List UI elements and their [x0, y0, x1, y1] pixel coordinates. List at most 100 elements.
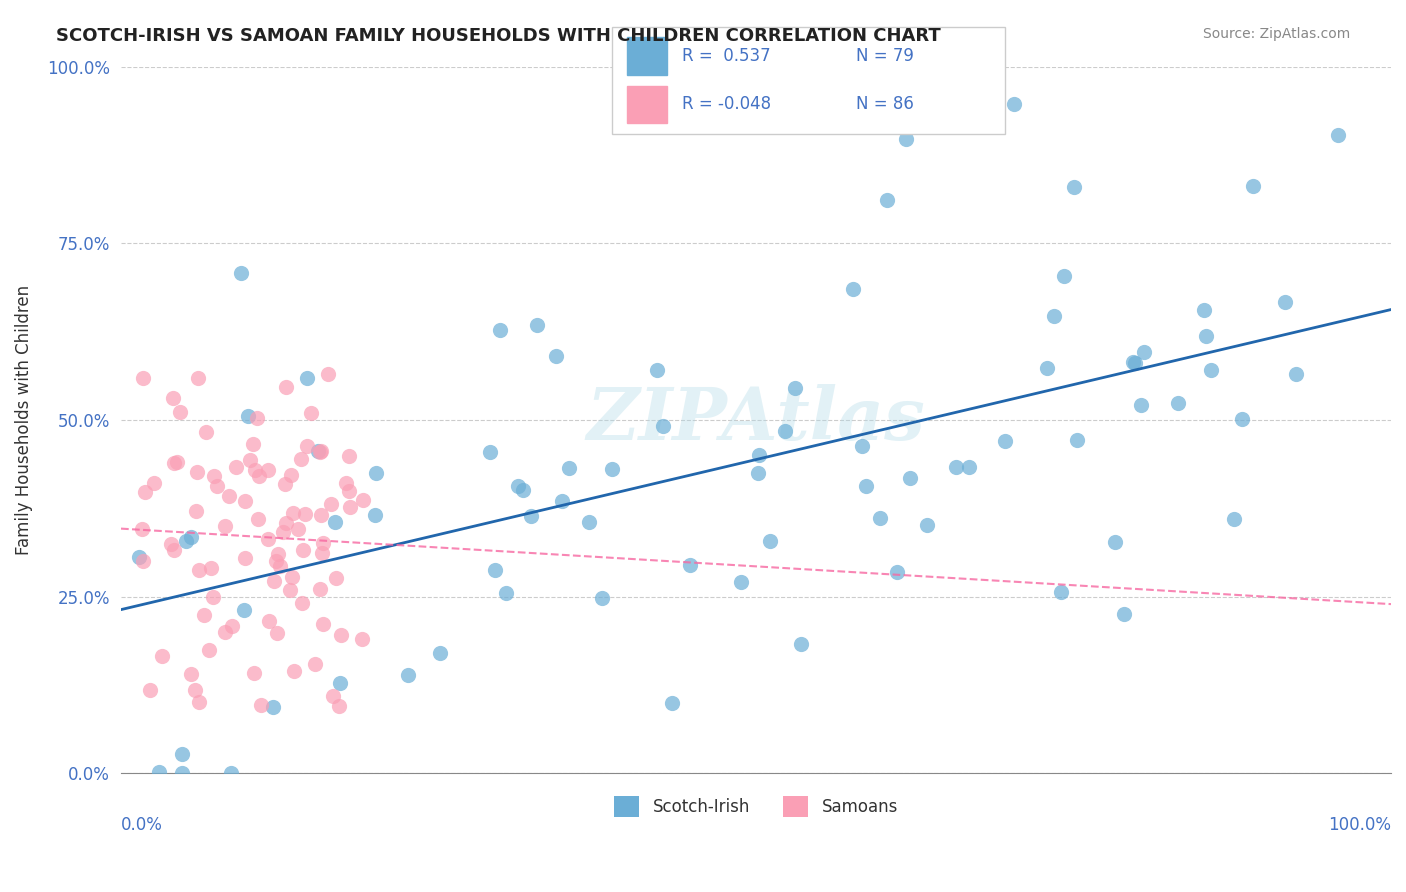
Point [679, 558, 702, 572]
Point [202, 468, 225, 483]
Point [1114, 607, 1136, 622]
Point [308, 582, 330, 596]
Point [339, 500, 361, 515]
Point [274, 516, 297, 531]
Text: N = 86: N = 86 [856, 95, 914, 112]
Bar [627, 37, 666, 75]
Point [526, 318, 548, 333]
Point [519, 508, 541, 523]
Point [266, 626, 288, 640]
Point [489, 323, 512, 337]
Point [287, 522, 309, 536]
Point [262, 700, 284, 714]
Point [311, 508, 333, 522]
Point [337, 484, 360, 499]
Point [1123, 356, 1146, 370]
Point [957, 459, 980, 474]
Point [352, 493, 374, 508]
Point [218, 489, 240, 503]
Point [1327, 128, 1350, 142]
Point [299, 406, 322, 420]
Point [600, 462, 623, 476]
Y-axis label: Family Households with Children: Family Households with Children [15, 285, 32, 555]
Point [311, 616, 333, 631]
Point [1063, 180, 1085, 194]
Point [915, 517, 938, 532]
Point [162, 542, 184, 557]
Point [429, 646, 451, 660]
Point [851, 439, 873, 453]
Point [748, 448, 770, 462]
Point [730, 574, 752, 589]
Text: N = 79: N = 79 [856, 46, 914, 64]
Point [294, 508, 316, 522]
Point [335, 475, 357, 490]
Point [219, 766, 242, 780]
Point [194, 425, 217, 439]
Point [202, 591, 225, 605]
Point [160, 536, 183, 550]
Point [328, 699, 350, 714]
Text: 0.0%: 0.0% [121, 815, 163, 834]
Point [170, 747, 193, 762]
Point [329, 628, 352, 642]
Point [323, 515, 346, 529]
Point [233, 494, 256, 508]
Point [316, 368, 339, 382]
Point [1223, 512, 1246, 526]
Point [295, 371, 318, 385]
Point [898, 471, 921, 485]
Point [886, 566, 908, 580]
Legend: Scotch-Irish, Samoans: Scotch-Irish, Samoans [606, 788, 907, 825]
Point [131, 371, 153, 385]
Point [257, 463, 280, 477]
Point [131, 522, 153, 536]
Point [243, 666, 266, 681]
Point [295, 439, 318, 453]
Point [274, 380, 297, 394]
Point [308, 444, 330, 458]
Point [131, 553, 153, 567]
Point [233, 551, 256, 566]
Point [221, 618, 243, 632]
Point [312, 536, 335, 550]
Text: ZIPAtlas: ZIPAtlas [586, 384, 925, 456]
Point [775, 424, 797, 438]
Point [269, 559, 291, 574]
Point [1066, 433, 1088, 447]
Point [174, 534, 197, 549]
Point [184, 682, 207, 697]
Point [311, 546, 333, 560]
Point [250, 698, 273, 712]
Point [200, 560, 222, 574]
Point [166, 455, 188, 469]
Point [1230, 411, 1253, 425]
Point [188, 563, 211, 577]
Point [896, 132, 918, 146]
Point [325, 572, 347, 586]
Point [246, 410, 269, 425]
Point [1050, 584, 1073, 599]
Point [290, 597, 312, 611]
Point [163, 456, 186, 470]
Point [1122, 355, 1144, 369]
Point [162, 391, 184, 405]
Point [197, 642, 219, 657]
Point [264, 554, 287, 568]
Point [267, 547, 290, 561]
Point [1201, 363, 1223, 377]
Text: SCOTCH-IRISH VS SAMOAN FAMILY HOUSEHOLDS WITH CHILDREN CORRELATION CHART: SCOTCH-IRISH VS SAMOAN FAMILY HOUSEHOLDS… [56, 27, 941, 45]
Point [1002, 97, 1025, 112]
Point [329, 675, 352, 690]
Point [364, 508, 387, 522]
Point [290, 452, 312, 467]
Point [661, 696, 683, 710]
Text: R =  0.537: R = 0.537 [682, 46, 770, 64]
Text: R = -0.048: R = -0.048 [682, 95, 772, 112]
Point [319, 497, 342, 511]
Point [128, 549, 150, 564]
Point [307, 443, 329, 458]
Point [869, 511, 891, 525]
Point [231, 266, 253, 280]
Point [1133, 344, 1156, 359]
